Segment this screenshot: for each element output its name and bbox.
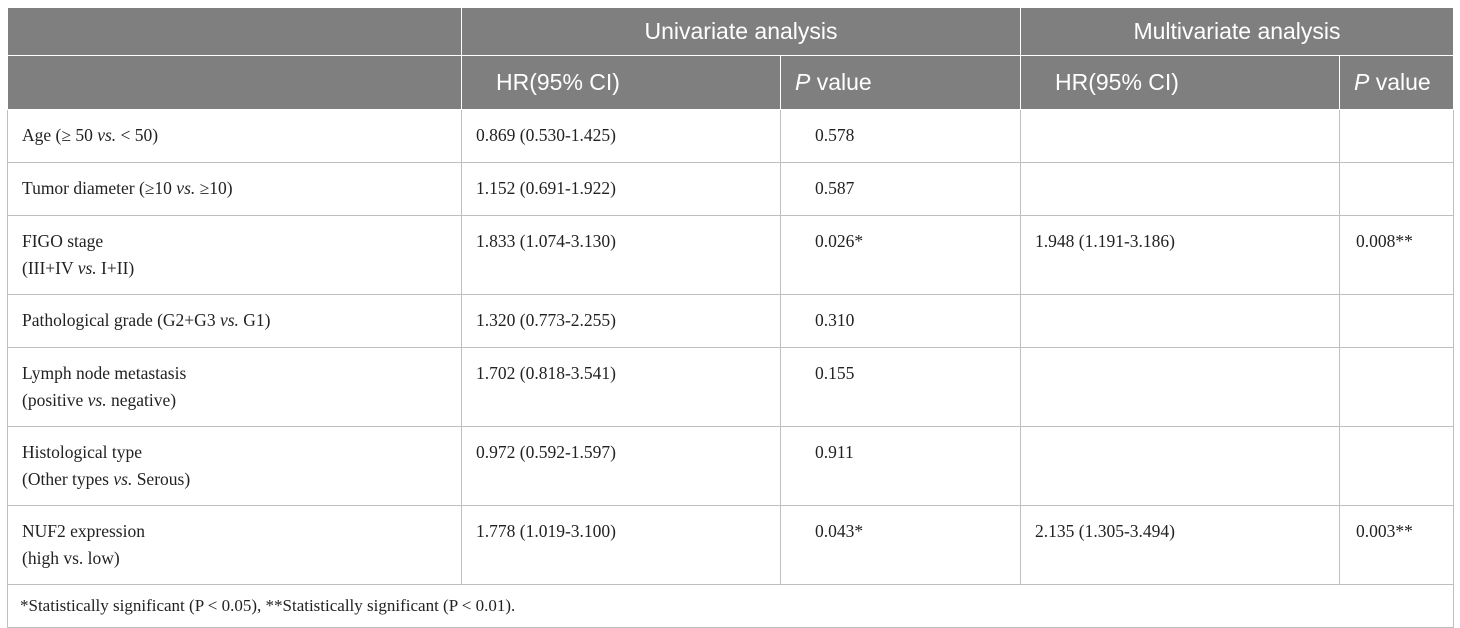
multi-hr-cell	[1020, 162, 1340, 216]
regression-table: Univariate analysis Multivariate analysi…	[7, 7, 1454, 628]
table-header: Univariate analysis Multivariate analysi…	[7, 7, 1454, 110]
multi-p-cell: 0.008**	[1339, 215, 1454, 295]
multivariate-header: Multivariate analysis	[1020, 7, 1454, 56]
header-blank-2	[7, 55, 462, 110]
multi-hr-cell	[1020, 109, 1340, 163]
uni-p-cell: 0.043*	[780, 505, 1021, 585]
variable-cell: Lymph node metastasis (positive vs. negat…	[7, 347, 462, 427]
table-row: Tumor diameter (≥10 vs. ≥10) 1.152 (0.69…	[7, 162, 1454, 216]
uni-hr-header: HR(95% CI)	[461, 55, 781, 110]
uni-p-header: P value	[780, 55, 1021, 110]
table-row: Age (≥ 50 vs. < 50) 0.869 (0.530-1.425) …	[7, 109, 1454, 163]
table-row: FIGO stage (III+IV vs. I+II) 1.833 (1.074…	[7, 215, 1454, 295]
variable-cell: Age (≥ 50 vs. < 50)	[7, 109, 462, 163]
uni-p-cell: 0.155	[780, 347, 1021, 427]
multi-hr-cell	[1020, 426, 1340, 506]
multi-p-cell	[1339, 426, 1454, 506]
uni-hr-cell: 1.320 (0.773-2.255)	[461, 294, 781, 348]
uni-hr-cell: 1.778 (1.019-3.100)	[461, 505, 781, 585]
variable-cell: NUF2 expression (high vs. low)	[7, 505, 462, 585]
uni-p-cell: 0.911	[780, 426, 1021, 506]
table-row: Pathological grade (G2+G3 vs. G1) 1.320 …	[7, 294, 1454, 348]
table-row: Histological type (Other types vs. Serous…	[7, 426, 1454, 506]
uni-p-cell: 0.026*	[780, 215, 1021, 295]
uni-hr-cell: 0.972 (0.592-1.597)	[461, 426, 781, 506]
multi-hr-cell: 1.948 (1.191-3.186)	[1020, 215, 1340, 295]
univariate-header: Univariate analysis	[461, 7, 1021, 56]
multi-p-cell	[1339, 347, 1454, 427]
uni-p-cell: 0.587	[780, 162, 1021, 216]
multi-hr-cell: 2.135 (1.305-3.494)	[1020, 505, 1340, 585]
multi-hr-cell	[1020, 294, 1340, 348]
multi-hr-header: HR(95% CI)	[1020, 55, 1340, 110]
multi-p-cell	[1339, 109, 1454, 163]
uni-p-cell: 0.578	[780, 109, 1021, 163]
uni-hr-cell: 0.869 (0.530-1.425)	[461, 109, 781, 163]
uni-p-cell: 0.310	[780, 294, 1021, 348]
variable-cell: Tumor diameter (≥10 vs. ≥10)	[7, 162, 462, 216]
multi-hr-cell	[1020, 347, 1340, 427]
table-row: NUF2 expression (high vs. low) 1.778 (1.0…	[7, 505, 1454, 585]
uni-hr-cell: 1.152 (0.691-1.922)	[461, 162, 781, 216]
table-footnote: *Statistically significant (P < 0.05), *…	[7, 584, 1454, 628]
multi-p-cell	[1339, 294, 1454, 348]
variable-cell: FIGO stage (III+IV vs. I+II)	[7, 215, 462, 295]
header-blank	[7, 7, 462, 56]
uni-hr-cell: 1.702 (0.818-3.541)	[461, 347, 781, 427]
multi-p-header: P value	[1339, 55, 1454, 110]
variable-cell: Pathological grade (G2+G3 vs. G1)	[7, 294, 462, 348]
table-row: Lymph node metastasis (positive vs. negat…	[7, 347, 1454, 427]
multi-p-cell: 0.003**	[1339, 505, 1454, 585]
variable-cell: Histological type (Other types vs. Serous…	[7, 426, 462, 506]
uni-hr-cell: 1.833 (1.074-3.130)	[461, 215, 781, 295]
multi-p-cell	[1339, 162, 1454, 216]
